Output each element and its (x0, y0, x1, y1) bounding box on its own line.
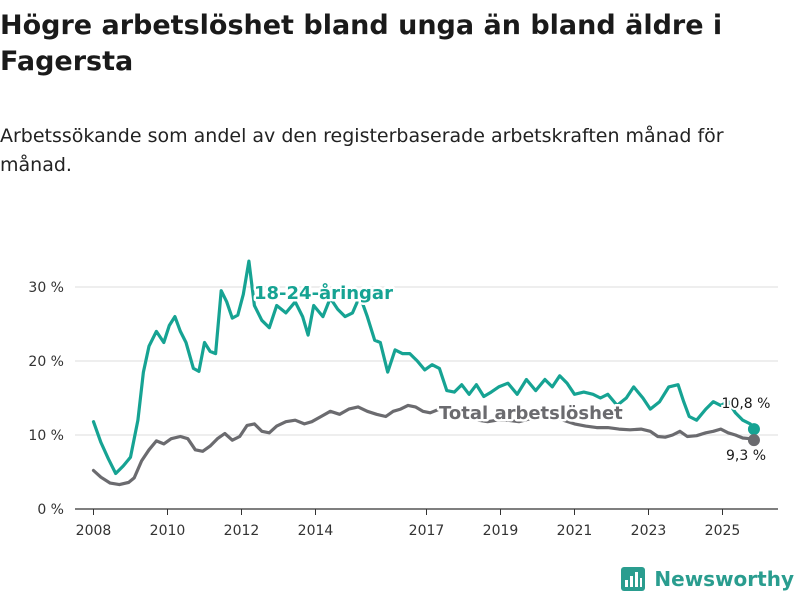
chart-subtitle: Arbetssökande som andel av den registerb… (0, 125, 724, 176)
series-lines (91, 259, 760, 487)
series-label-total: Total arbetslöshet (439, 403, 623, 424)
y-axis: 0 % 10 % 20 % 30 % (28, 280, 64, 518)
x-tick-label: 2008 (76, 523, 112, 539)
y-tick-label: 30 % (28, 280, 64, 296)
x-tick-label: 2017 (409, 523, 445, 539)
x-tick-label: 2012 (224, 523, 260, 539)
x-axis: 2008 2010 2012 2014 2017 2019 2021 2023 2025 (75, 508, 778, 539)
y-tick-label: 10 % (28, 428, 64, 444)
series-line-total (91, 403, 756, 487)
x-tick-label: 2010 (150, 523, 186, 539)
x-tick-label: 2019 (483, 523, 519, 539)
y-tick-label: 0 % (37, 502, 64, 518)
x-tick-label: 2023 (631, 523, 667, 539)
x-tick-label: 2014 (298, 523, 334, 539)
x-tick-label: 2021 (557, 523, 593, 539)
end-label-youth: 10,8 % (722, 396, 771, 412)
end-label-total: 9,3 % (726, 448, 766, 464)
series-line-youth (91, 259, 756, 476)
brand-name: Newsworthy (654, 567, 794, 591)
page-title: Högre arbetslöshet bland unga än bland ä… (0, 10, 723, 77)
series-labels: 18-24-åringar Total arbetslöshet 10,8 % 9,3… (252, 280, 773, 467)
end-point-youth (747, 423, 760, 436)
brand-logo: Newsworthy (620, 566, 794, 592)
y-tick-label: 20 % (28, 354, 64, 370)
newsworthy-icon (621, 567, 646, 591)
end-point-total (747, 434, 760, 447)
x-tick-label: 2025 (705, 523, 741, 539)
series-label-youth: 18-24-åringar (254, 282, 393, 304)
